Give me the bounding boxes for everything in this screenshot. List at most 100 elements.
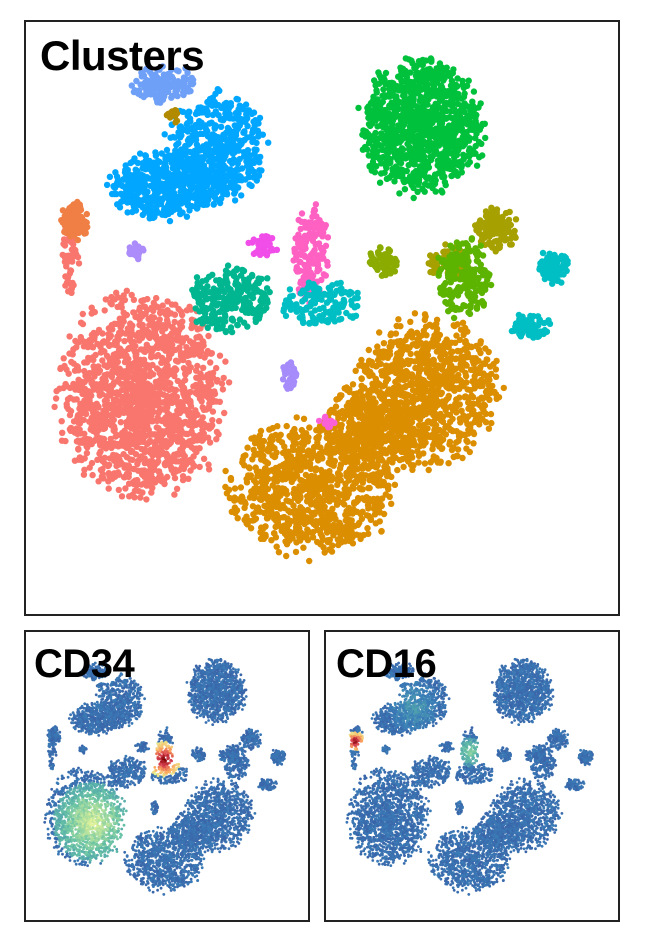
cluster-point xyxy=(264,468,272,476)
cluster-point xyxy=(364,525,371,532)
cluster-point xyxy=(440,67,447,74)
cluster-point xyxy=(77,319,85,326)
cluster-point xyxy=(492,373,500,380)
cluster-point xyxy=(110,416,118,424)
cluster-point xyxy=(296,466,303,474)
cluster-point xyxy=(88,304,95,311)
cluster-point xyxy=(392,330,400,337)
cluster-point xyxy=(115,486,123,494)
cluster-point xyxy=(145,362,152,369)
cluster-point xyxy=(351,523,358,530)
cluster-point xyxy=(260,535,267,542)
cluster-point xyxy=(446,73,454,80)
cluster-point xyxy=(133,367,140,375)
cluster-point xyxy=(426,394,434,401)
cluster-point xyxy=(160,406,167,413)
cluster-point xyxy=(69,258,76,265)
cluster-point xyxy=(107,401,114,409)
cluster-point xyxy=(174,330,182,337)
cluster-point xyxy=(388,500,395,507)
cluster-point xyxy=(176,405,183,412)
cluster-point xyxy=(479,382,486,389)
cluster-point xyxy=(406,127,413,134)
cluster-point xyxy=(107,371,115,379)
cluster-point xyxy=(470,88,478,95)
cluster-point xyxy=(362,472,369,479)
cluster-point xyxy=(304,437,311,445)
cluster-point xyxy=(362,433,369,440)
cluster-point xyxy=(283,541,291,548)
cluster-point xyxy=(394,466,401,474)
cluster-point xyxy=(79,310,86,318)
cluster-point xyxy=(301,485,309,492)
cluster-point xyxy=(148,489,155,496)
cluster-point xyxy=(466,158,473,166)
cluster-point xyxy=(86,464,93,471)
cluster-point xyxy=(84,435,91,443)
cluster-point xyxy=(92,351,99,359)
cluster-point xyxy=(365,495,373,502)
cluster-point xyxy=(438,169,445,176)
cluster-point xyxy=(459,319,467,326)
cluster-point xyxy=(140,379,147,386)
cluster-point xyxy=(306,529,313,536)
cluster-point xyxy=(267,435,274,443)
cluster-point xyxy=(183,307,191,314)
cluster-point xyxy=(300,415,308,422)
cluster-point xyxy=(153,424,160,431)
cluster-point xyxy=(140,384,147,391)
cluster-point xyxy=(462,393,469,400)
cluster-point xyxy=(182,430,189,437)
cluster-point xyxy=(205,332,212,340)
cluster-point xyxy=(423,161,431,168)
cluster-point xyxy=(427,87,434,94)
cluster-point xyxy=(242,500,249,508)
cluster-point xyxy=(339,499,346,506)
cluster-point xyxy=(300,510,307,518)
cluster-point xyxy=(466,448,473,456)
cluster-point xyxy=(58,418,65,425)
cluster-point xyxy=(445,460,452,467)
cluster-point xyxy=(213,364,220,372)
cluster-point xyxy=(473,162,481,169)
cluster-point xyxy=(227,474,235,482)
cluster-point xyxy=(83,449,91,457)
cluster-point xyxy=(445,130,452,137)
cluster-point xyxy=(165,341,172,349)
cluster-point xyxy=(401,400,409,408)
cluster-point xyxy=(258,479,265,486)
cluster-point xyxy=(135,396,142,403)
cluster-point xyxy=(429,106,436,113)
cluster-point xyxy=(449,415,456,423)
cluster-point xyxy=(114,440,121,448)
cluster-point xyxy=(166,386,173,394)
cluster-point xyxy=(495,394,503,401)
cluster-point xyxy=(435,103,442,111)
cluster-point xyxy=(438,356,445,363)
cluster-point xyxy=(128,324,135,332)
cluster-point xyxy=(468,150,475,157)
cluster-point xyxy=(183,344,190,351)
cluster-point xyxy=(482,345,489,352)
cluster-point xyxy=(60,355,67,362)
cluster-point xyxy=(164,298,171,305)
cluster-point xyxy=(329,528,337,536)
cluster-point xyxy=(365,465,372,472)
cluster-point xyxy=(163,461,170,468)
cluster-point xyxy=(75,445,82,452)
cluster-point xyxy=(392,378,399,386)
cluster-point xyxy=(197,380,204,387)
cluster-point xyxy=(442,154,449,161)
cluster-point xyxy=(465,112,472,119)
cluster-point xyxy=(425,466,432,474)
cluster-point xyxy=(385,398,393,406)
cluster-point xyxy=(126,437,133,444)
cluster-point xyxy=(453,396,460,403)
cluster-point xyxy=(258,453,265,461)
cluster-point xyxy=(374,343,381,350)
cluster-point xyxy=(421,460,429,467)
cluster-point xyxy=(455,437,462,444)
cluster-point xyxy=(399,166,406,174)
cluster-point xyxy=(409,60,416,67)
cluster-point xyxy=(394,433,402,440)
